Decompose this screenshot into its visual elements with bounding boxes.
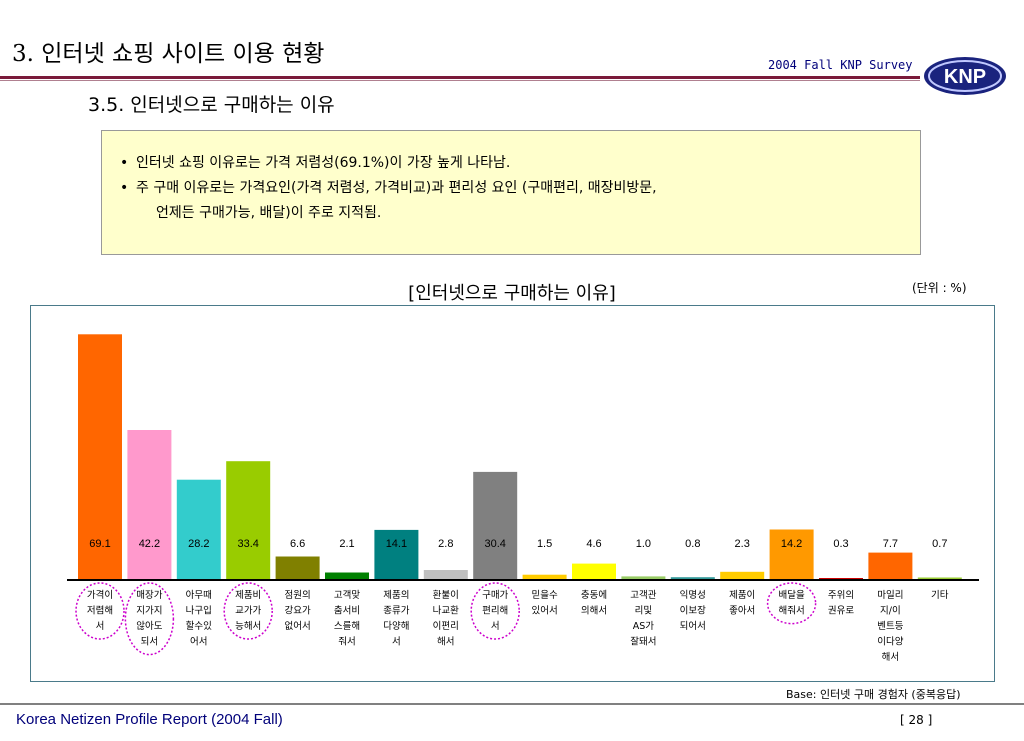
value-label-3: 28.2	[188, 538, 209, 550]
summary-item-1: • 인터넷 쇼핑 이유로는 가격 저렴성(69.1%)이 가장 높게 나타남.	[120, 151, 920, 176]
summary-text-2-continued: 언제든 구매가능, 배달)이 주로 지적됨.	[156, 205, 382, 221]
chart-title: [인터넷으로 구매하는 이유]	[408, 283, 616, 304]
bar-7	[374, 529, 419, 580]
category-label-17: 마일리 지/이 벤트등 이다양 해서	[877, 590, 903, 663]
highlight-oval-1	[75, 582, 125, 640]
summary-text-2: 주 구매 이유로는 가격요인(가격 저렴성, 가격비교)과 편리성 요인 (구매…	[136, 180, 657, 196]
value-label-1: 69.1	[89, 538, 110, 550]
summary-text-1: 인터넷 쇼핑 이유로는 가격 저렴성(69.1%)이 가장 높게 나타남.	[136, 155, 511, 171]
highlight-oval-2	[124, 582, 175, 656]
header-divider	[0, 76, 920, 79]
bar-10	[522, 574, 567, 580]
bar-17	[868, 552, 913, 580]
section-title: 3.5. 인터넷으로 구매하는 이유	[88, 94, 335, 116]
category-label-15: 배달을 해줘서	[778, 589, 804, 617]
bar-4	[226, 461, 271, 580]
value-label-13: 0.8	[685, 538, 700, 550]
bar-2	[127, 430, 172, 580]
value-label-8: 2.8	[438, 538, 453, 550]
logo-text: KNP	[944, 66, 986, 88]
value-label-5: 6.6	[290, 538, 305, 550]
category-label-4: 제품비 교가가 능해서	[235, 590, 261, 632]
logo-ring	[928, 60, 1002, 92]
base-note: Base: 인터넷 구매 경험자 (중복응답)	[786, 688, 961, 701]
highlight-oval-4	[223, 582, 273, 640]
category-label-2: 매장가 지가지 않아도 되서	[136, 590, 162, 648]
highlight-oval-15	[766, 582, 817, 625]
bar-14	[720, 571, 765, 580]
value-label-2: 42.2	[139, 538, 160, 550]
category-label-5: 점원의 강요가 없어서	[284, 589, 310, 632]
bullet-icon: •	[120, 155, 129, 171]
category-label-10: 믿을수 있어서	[531, 589, 557, 617]
value-label-15: 14.2	[781, 538, 802, 550]
value-label-11: 4.6	[586, 538, 601, 550]
value-label-7: 14.1	[386, 538, 407, 550]
summary-list: • 인터넷 쇼핑 이유로는 가격 저렴성(69.1%)이 가장 높게 나타남. •…	[102, 131, 920, 201]
bar-3	[176, 479, 221, 580]
value-label-16: 0.3	[833, 538, 848, 550]
category-label-9: 구매가 편리해 서	[482, 590, 508, 632]
category-label-12: 고객관 리및 AS가 잘돼서	[630, 590, 656, 648]
bar-12	[621, 576, 666, 580]
value-label-12: 1.0	[636, 538, 651, 550]
category-label-16: 주위의 권유로	[828, 589, 854, 617]
bar-5	[275, 556, 320, 580]
value-label-17: 7.7	[883, 538, 898, 550]
survey-label: 2004 Fall KNP Survey	[768, 58, 913, 72]
category-label-11: 충동에 의해서	[581, 590, 607, 617]
page-title: 3. 인터넷 쇼핑 사이트 이용 현황	[12, 41, 325, 67]
bar-18	[917, 577, 962, 580]
logo-oval	[924, 57, 1006, 95]
bar-13	[670, 577, 715, 580]
category-label-13: 익명성 이보장 되어서	[680, 589, 706, 632]
bar-8	[423, 570, 468, 580]
value-label-9: 30.4	[484, 538, 505, 550]
bar-6	[325, 572, 369, 580]
unit-label: (단위 : %)	[912, 281, 967, 295]
category-label-14: 제품이 좋아서	[729, 590, 755, 617]
highlight-oval-9	[470, 582, 520, 640]
page-number: [ 28 ]	[900, 713, 933, 727]
summary-item-2: • 주 구매 이유로는 가격요인(가격 저렴성, 가격비교)과 편리성 요인 (구…	[120, 176, 920, 201]
footer-report-title: Korea Netizen Profile Report (2004 Fall)	[16, 711, 283, 728]
bar-1	[78, 334, 122, 580]
category-label-7: 제품의 종류가 다양해 서	[383, 590, 409, 648]
bar-9	[473, 471, 518, 580]
category-label-3: 아무때 나구입 할수있 어서	[186, 590, 212, 648]
knp-logo: KNP	[924, 57, 1006, 95]
category-label-6: 고객맞 춤서비 스를해 줘서	[334, 589, 360, 648]
category-label-8: 환불이 나교환 이편리 해서	[433, 589, 459, 648]
bar-11	[572, 563, 616, 580]
value-label-6: 2.1	[339, 538, 354, 550]
bar-15	[769, 529, 814, 580]
chart-frame: 69.1 42.2 28.2 33.4 6.6 2.1 14.1 2.8 30.4 1.5 4.6 1…	[30, 305, 995, 682]
footer-divider	[0, 703, 1024, 705]
value-label-14: 2.3	[735, 538, 750, 550]
value-label-10: 1.5	[537, 538, 552, 550]
value-label-18: 0.7	[932, 538, 947, 550]
value-label-4: 33.4	[237, 538, 258, 550]
bullet-icon: •	[120, 180, 129, 196]
category-label-1: 가격이 저렴해 서	[87, 589, 113, 632]
category-label-18: 기타	[931, 590, 949, 601]
summary-box: • 인터넷 쇼핑 이유로는 가격 저렴성(69.1%)이 가장 높게 나타남. •…	[101, 130, 921, 255]
bar-chart: 69.1 42.2 28.2 33.4 6.6 2.1 14.1 2.8 30.4 1.5 4.6 1…	[67, 334, 979, 663]
header-divider-thin	[0, 80, 920, 81]
